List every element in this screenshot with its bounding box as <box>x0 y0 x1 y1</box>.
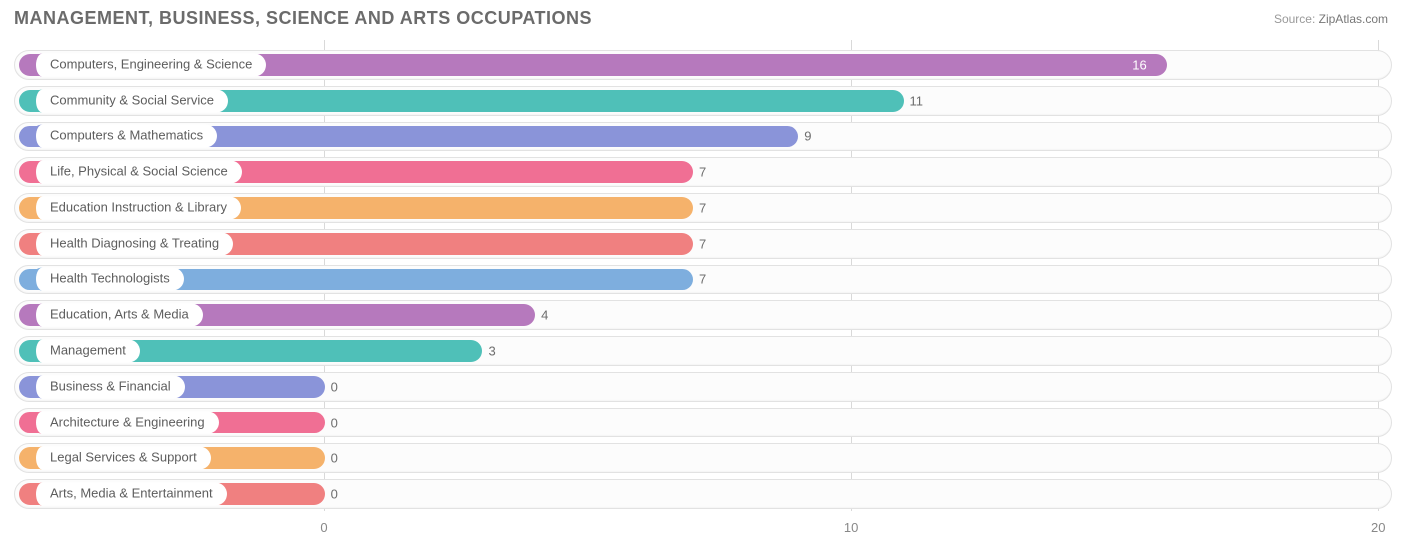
bar-value: 16 <box>1132 57 1146 72</box>
bar-value: 7 <box>699 165 706 180</box>
bar-label-pill: Health Diagnosing & Treating <box>31 232 233 255</box>
bar-row: Legal Services & Support 0 <box>14 443 1392 473</box>
bar-row: Community & Social Service 11 <box>14 86 1392 116</box>
bar-value: 0 <box>331 487 338 502</box>
bar-value: 9 <box>804 129 811 144</box>
bar-label-pill: Community & Social Service <box>31 89 228 112</box>
bar-label-pill: Arts, Media & Entertainment <box>31 483 227 506</box>
bar-label-pill: Architecture & Engineering <box>31 411 219 434</box>
bars-container: Computers, Engineering & Science 16 Commun… <box>14 50 1392 509</box>
bar-value: 4 <box>541 308 548 323</box>
bar-label-pill: Education Instruction & Library <box>31 196 241 219</box>
bar-label-pill: Education, Arts & Media <box>31 304 203 327</box>
bar-row: Architecture & Engineering 0 <box>14 408 1392 438</box>
x-tick-label: 10 <box>844 520 858 535</box>
bar-row: Education, Arts & Media 4 <box>14 300 1392 330</box>
bar-value: 0 <box>331 379 338 394</box>
bar-row: Computers, Engineering & Science 16 <box>14 50 1392 80</box>
bar-value: 0 <box>331 415 338 430</box>
bar-value: 7 <box>699 236 706 251</box>
bar-row: Education Instruction & Library 7 <box>14 193 1392 223</box>
bar-row: Life, Physical & Social Science 7 <box>14 157 1392 187</box>
bar-label-pill: Computers & Mathematics <box>31 125 217 148</box>
bar-row: Arts, Media & Entertainment 0 <box>14 479 1392 509</box>
x-tick-label: 20 <box>1371 520 1385 535</box>
bar-value: 7 <box>699 272 706 287</box>
bar-value: 11 <box>910 93 924 108</box>
bar-label-pill: Health Technologists <box>31 268 184 291</box>
bar-value: 0 <box>331 451 338 466</box>
bar-row: Computers & Mathematics 9 <box>14 122 1392 152</box>
bar-label-pill: Life, Physical & Social Science <box>31 161 242 184</box>
chart-title: MANAGEMENT, BUSINESS, SCIENCE AND ARTS O… <box>14 8 592 29</box>
source-name: ZipAtlas.com <box>1319 12 1388 26</box>
source-attribution: Source: ZipAtlas.com <box>1274 12 1388 26</box>
bar-label-pill: Business & Financial <box>31 375 185 398</box>
bar-label-pill: Computers, Engineering & Science <box>31 53 266 76</box>
bar-value: 7 <box>699 200 706 215</box>
bar-value: 3 <box>488 344 495 359</box>
bar-label-pill: Legal Services & Support <box>31 447 211 470</box>
bar-row: Business & Financial 0 <box>14 372 1392 402</box>
bar-row: Health Technologists 7 <box>14 265 1392 295</box>
bar-row: Management 3 <box>14 336 1392 366</box>
x-tick-label: 0 <box>320 520 327 535</box>
source-label: Source: <box>1274 12 1315 26</box>
chart-area: 01020Computers, Engineering & Science16C… <box>14 40 1392 535</box>
bar-row: Health Diagnosing & Treating 7 <box>14 229 1392 259</box>
bar-label-pill: Management <box>31 340 140 363</box>
